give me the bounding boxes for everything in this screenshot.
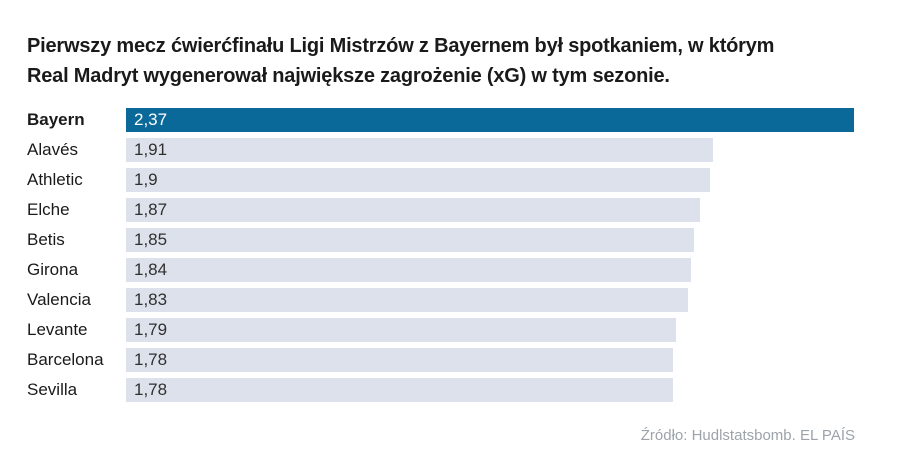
page-title-line1: Pierwszy mecz ćwierćfinału Ligi Mistrzów… xyxy=(27,35,775,57)
bar-track: 1,79 xyxy=(126,318,854,342)
bar-value: 1,83 xyxy=(134,290,168,309)
bar-value: 1,85 xyxy=(134,230,168,249)
bar: 1,84 xyxy=(126,258,692,282)
bar-track: 1,84 xyxy=(126,258,854,282)
bar: 1,83 xyxy=(126,288,689,312)
bar-value: 2,37 xyxy=(134,110,168,129)
row-label: Athletic xyxy=(27,170,83,189)
row-label: Alavés xyxy=(27,140,79,159)
bar: 1,79 xyxy=(126,318,676,342)
bar-track: 1,87 xyxy=(126,198,854,222)
chart-row: Bayern 2,37 xyxy=(27,108,854,132)
row-label: Bayern xyxy=(27,110,85,129)
row-label: Valencia xyxy=(27,290,91,309)
bar-value: 1,87 xyxy=(134,200,168,219)
bar-value: 1,91 xyxy=(134,140,168,159)
page-title: Pierwszy mecz ćwierćfinału Ligi Mistrzów… xyxy=(27,31,774,91)
bar: 1,9 xyxy=(126,168,710,192)
bar: 1,87 xyxy=(126,198,701,222)
chart-row: Sevilla 1,78 xyxy=(27,378,854,402)
chart-row: Elche 1,87 xyxy=(27,198,854,222)
bar: 1,78 xyxy=(126,378,673,402)
bar-value: 1,84 xyxy=(134,260,168,279)
bar: 1,78 xyxy=(126,348,673,372)
bar-track: 1,78 xyxy=(126,348,854,372)
bar-track: 2,37 xyxy=(126,108,854,132)
source-credit: Źródło: Hudlstatsbomb. EL PAÍS xyxy=(640,427,855,444)
row-label: Barcelona xyxy=(27,350,104,369)
bar: 2,37 xyxy=(126,108,854,132)
bar-track: 1,9 xyxy=(126,168,854,192)
bar: 1,85 xyxy=(126,228,695,252)
chart-row: Girona 1,84 xyxy=(27,258,854,282)
chart-row: Barcelona 1,78 xyxy=(27,348,854,372)
chart-row: Levante 1,79 xyxy=(27,318,854,342)
page-title-line2: Real Madryt wygenerował największe zagro… xyxy=(27,65,670,87)
row-label: Girona xyxy=(27,260,79,279)
bar: 1,91 xyxy=(126,138,713,162)
chart-row: Alavés 1,91 xyxy=(27,138,854,162)
bar-track: 1,85 xyxy=(126,228,854,252)
bar-value: 1,79 xyxy=(134,320,168,339)
bar-value: 1,78 xyxy=(134,350,168,369)
bar-value: 1,78 xyxy=(134,380,168,399)
row-label: Sevilla xyxy=(27,380,78,399)
bar-value: 1,9 xyxy=(134,170,158,189)
row-label: Elche xyxy=(27,200,70,219)
chart-row: Valencia 1,83 xyxy=(27,288,854,312)
chart-row: Betis 1,85 xyxy=(27,228,854,252)
bar-chart: Bayern 2,37 Alavés 1,91 Athletic 1,9 Elche 1,87… xyxy=(27,108,854,408)
bar-track: 1,83 xyxy=(126,288,854,312)
row-label: Levante xyxy=(27,320,88,339)
row-label: Betis xyxy=(27,230,65,249)
chart-row: Athletic 1,9 xyxy=(27,168,854,192)
bar-track: 1,91 xyxy=(126,138,854,162)
bar-track: 1,78 xyxy=(126,378,854,402)
